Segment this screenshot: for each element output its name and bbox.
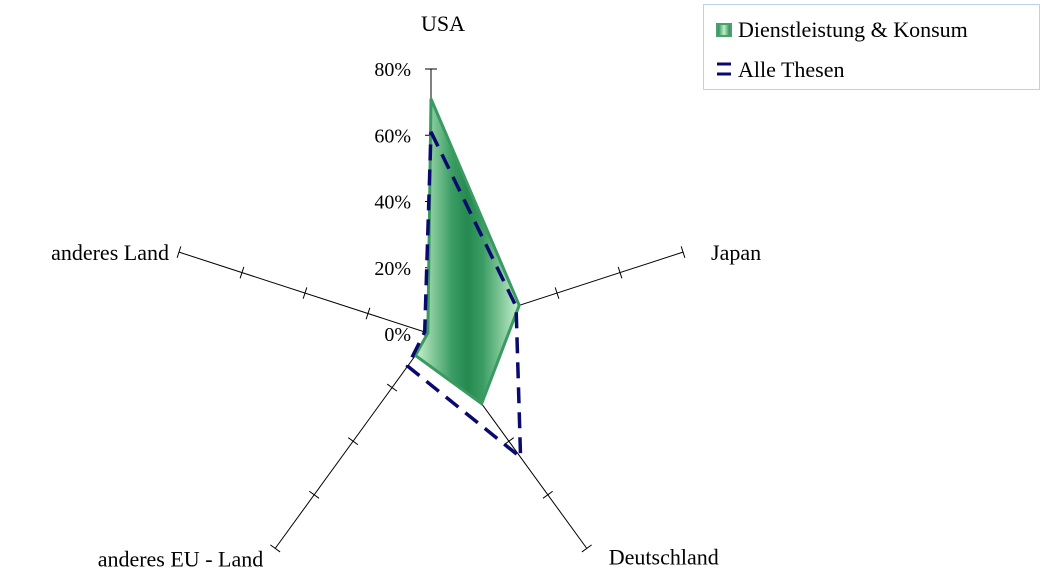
axis-tick [347, 437, 359, 446]
axis-tick [680, 246, 686, 258]
legend-label: Dienstleistung & Konsum [738, 17, 968, 42]
axis-tick [365, 307, 371, 320]
tick-label: 40% [374, 192, 411, 214]
axis-tick [386, 383, 398, 392]
tick-label: 60% [374, 125, 411, 147]
tick-label: 0% [384, 324, 411, 346]
category-label: anderes EU - Land [98, 546, 264, 571]
axis-tick [239, 266, 245, 279]
series-alle-thesen-line [405, 131, 523, 462]
category-label: anderes Land [51, 240, 169, 265]
legend: Dienstleistung & Konsum Alle Thesen [703, 4, 1040, 90]
axis-tick [270, 544, 281, 553]
axis-tick [302, 287, 308, 299]
axis-tick [617, 266, 623, 279]
category-label: Deutschland [609, 544, 719, 569]
tick-label: 20% [374, 258, 411, 280]
tick-label: 80% [374, 59, 411, 81]
axis-tick [176, 246, 182, 258]
series-layer [405, 98, 523, 462]
series-dienstleistung-area [413, 98, 521, 407]
legend-swatch-filled [716, 23, 732, 37]
axis-tick [309, 490, 320, 499]
axis-labels: 0% 20% 40% 60% 80% USA Japan Deutschland anderes… [51, 11, 761, 571]
axis-tick [581, 544, 592, 553]
axis-tick [554, 287, 560, 299]
legend-label: Alle Thesen [738, 57, 845, 82]
axis-tick [542, 490, 553, 499]
category-label: USA [421, 11, 465, 36]
legend-swatch-dashed [717, 62, 731, 76]
category-label: Japan [711, 240, 761, 265]
